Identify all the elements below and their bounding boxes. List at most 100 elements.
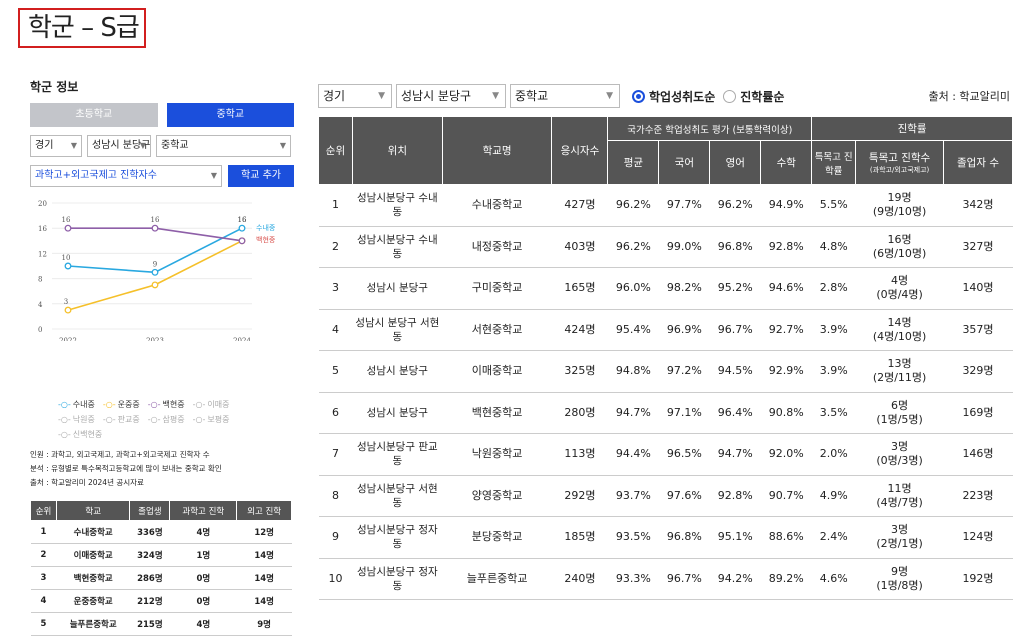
- cell-math: 89.2%: [760, 558, 812, 600]
- table-cell: 백현중학교: [56, 566, 130, 590]
- legend-item[interactable]: -○- 운중중: [103, 399, 140, 410]
- cell-school: 내정중학교: [442, 226, 552, 268]
- legend-marker-icon: -○-: [58, 430, 71, 439]
- count-value: 6명: [891, 398, 909, 412]
- cell-english: 96.2%: [709, 184, 761, 227]
- col-korean: 국어: [658, 140, 711, 185]
- legend-item[interactable]: -○- 삼평중: [148, 414, 185, 425]
- legend-marker-icon: -○-: [102, 400, 116, 409]
- legend-item[interactable]: -○- 낙원중: [58, 414, 95, 425]
- table-row[interactable]: 3 백현중학교 286명 0명 14명: [30, 566, 292, 590]
- col-location: 위치: [351, 116, 443, 185]
- cell-rank: 3: [318, 267, 353, 310]
- legend-item[interactable]: -○- 보평중: [193, 414, 230, 425]
- district-select[interactable]: 성남시 분당구 ▼: [87, 135, 151, 157]
- table-row[interactable]: 3 성남시 분당구 구미중학교 165명 96.0% 98.2% 95.2% 94.6% 2.8…: [318, 267, 1013, 310]
- chevron-down-icon: ▼: [279, 141, 286, 150]
- legend-marker-icon: -○-: [192, 400, 206, 409]
- cell-korean: 97.7%: [658, 184, 710, 227]
- section-title: 학군 정보: [30, 80, 79, 94]
- count-value: 14명: [887, 315, 912, 329]
- cell-count: 11명 (4명/7명): [855, 475, 944, 517]
- school-district-panel: 학군 정보 초등학교 중학교 경기 ▼ 성남시 분당구 ▼ 중학교 ▼ 과학고+외고국…: [29, 78, 294, 636]
- cell-school: 양영중학교: [442, 475, 552, 517]
- legend-row: -○- 신백현중: [58, 429, 294, 440]
- table-row[interactable]: 2 성남시분당구 수내동 내정중학교 403명 96.2% 99.0% 96.8% 92.8%…: [318, 226, 1013, 268]
- data-label: 9: [153, 260, 157, 268]
- filter-row: 경기 ▼ 성남시 분당구 ▼ 중학교 ▼: [30, 135, 294, 157]
- metric-select[interactable]: 과학고+외고국제고 진학자수 ▼: [30, 165, 222, 187]
- cell-school: 구미중학교: [442, 267, 552, 310]
- tab-middle[interactable]: 중학교: [166, 103, 294, 127]
- cell-location: 성남시 분당구: [352, 267, 443, 310]
- legend-item[interactable]: -○- 이매중: [193, 399, 230, 410]
- legend-item[interactable]: -○- 판교중: [103, 414, 140, 425]
- table-row[interactable]: 5 늘푸른중학교 215명 4명 9명: [30, 612, 292, 636]
- col-avg: 평균: [607, 140, 660, 185]
- cell-english: 94.2%: [709, 558, 761, 600]
- cell-location: 성남시분당구 정자동: [352, 558, 443, 600]
- cell-rate: 3.5%: [811, 392, 856, 434]
- table-cell: 4명: [169, 612, 237, 636]
- table-row[interactable]: 1 성남시분당구 수내동 수내중학교 427명 96.2% 97.7% 96.2% 94.9%…: [318, 184, 1013, 227]
- table-row[interactable]: 8 성남시분당구 서현동 양영중학교 292명 93.7% 97.6% 92.8% 90.7%…: [318, 475, 1013, 517]
- cell-rate: 4.9%: [811, 475, 856, 517]
- table-row[interactable]: 1 수내중학교 336명 4명 12명: [30, 520, 292, 544]
- ranking-col-header: 졸업생: [129, 500, 171, 521]
- table-row[interactable]: 2 이매중학교 324명 1명 14명: [30, 543, 292, 567]
- table-cell: 1명: [169, 543, 237, 567]
- cell-math: 92.0%: [760, 433, 812, 476]
- cell-rate: 3.9%: [811, 309, 856, 351]
- cell-math: 90.7%: [760, 475, 812, 517]
- legend-item[interactable]: -○- 신백현중: [58, 429, 102, 440]
- cell-korean: 97.6%: [658, 475, 710, 517]
- cell-location: 성남시 분당구 서현동: [352, 309, 443, 351]
- chevron-down-icon: ▼: [210, 171, 217, 180]
- table-row[interactable]: 10 성남시분당구 정자동 늘푸른중학교 240명 93.3% 96.7% 94.2% 89.…: [318, 558, 1013, 600]
- cell-count: 16명 (6명/10명): [855, 226, 944, 268]
- cell-school: 이매중학교: [442, 350, 552, 393]
- cell-examinees: 280명: [551, 392, 608, 434]
- region-value: 경기: [35, 140, 54, 151]
- cell-korean: 97.2%: [658, 350, 710, 393]
- tab-elementary[interactable]: 초등학교: [30, 103, 158, 127]
- y-tick-label: 8: [38, 276, 42, 284]
- achievement-table: 순위 위치 학교명 응시자수 국가수준 학업성취도 평가 (보통학력이상) 진학…: [318, 116, 1013, 600]
- table-row[interactable]: 6 성남시 분당구 백현중학교 280명 94.7% 97.1% 96.4% 90.8% 3.5…: [318, 392, 1013, 434]
- cell-grads: 192명: [943, 558, 1013, 600]
- cell-english: 94.5%: [709, 350, 761, 393]
- cell-rate: 4.6%: [811, 558, 856, 600]
- table-row[interactable]: 7 성남시분당구 판교동 낙원중학교 113명 94.4% 96.5% 94.7% 92.0%…: [318, 433, 1013, 476]
- note-line: 인원 : 과학고, 외고국제고, 과학고+외고국제고 진학자 수: [30, 450, 210, 459]
- table-row[interactable]: 4 성남시 분당구 서현동 서현중학교 424명 95.4% 96.9% 96.7% 92.7…: [318, 309, 1013, 351]
- chevron-down-icon: ▼: [492, 91, 499, 101]
- legend-item[interactable]: -○- 백현중: [148, 399, 185, 410]
- cell-avg: 94.8%: [607, 350, 659, 393]
- sort-by-advance-radio[interactable]: 진학률순: [723, 88, 784, 105]
- achievement-panel: 경기 ▼ 성남시 분당구 ▼ 중학교 ▼ 학업성취도순 진학률순 출처 : 학교알리미…: [318, 84, 1013, 600]
- cell-location: 성남시 분당구: [352, 392, 443, 434]
- cell-korean: 97.1%: [658, 392, 710, 434]
- cell-examinees: 185명: [551, 516, 608, 559]
- count-value: 3명: [891, 440, 909, 454]
- table-cell: 336명: [129, 520, 170, 544]
- district-dropdown[interactable]: 성남시 분당구 ▼: [396, 84, 506, 108]
- cell-math: 92.9%: [760, 350, 812, 393]
- cell-school: 분당중학교: [442, 516, 552, 559]
- legend-item[interactable]: -○- 수내중: [58, 399, 95, 410]
- table-row[interactable]: 9 성남시분당구 정자동 분당중학교 185명 93.5% 96.8% 95.1% 88.6%…: [318, 516, 1013, 559]
- level-dropdown[interactable]: 중학교 ▼: [510, 84, 620, 108]
- level-tabs: 초등학교 중학교: [30, 103, 294, 127]
- cell-grads: 146명: [943, 433, 1013, 476]
- cell-rank: 2: [318, 226, 353, 268]
- table-row[interactable]: 5 성남시 분당구 이매중학교 325명 94.8% 97.2% 94.5% 92.9% 3.9…: [318, 350, 1013, 393]
- table-row[interactable]: 4 운중중학교 212명 0명 14명: [30, 589, 292, 613]
- level-select[interactable]: 중학교 ▼: [156, 135, 291, 157]
- cell-grads: 140명: [943, 267, 1013, 310]
- add-school-button[interactable]: 학교 추가: [228, 165, 294, 187]
- region-dropdown[interactable]: 경기 ▼: [318, 84, 392, 108]
- cell-examinees: 113명: [551, 433, 608, 476]
- region-select[interactable]: 경기 ▼: [30, 135, 82, 157]
- cell-count: 3명 (0명/3명): [855, 433, 944, 476]
- sort-by-achievement-radio[interactable]: 학업성취도순: [632, 88, 715, 105]
